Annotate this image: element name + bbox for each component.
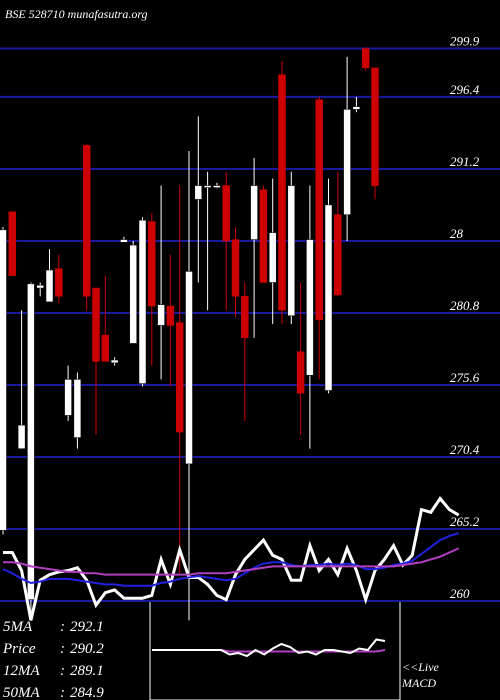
candle-body [334, 214, 342, 296]
stat-value: 284.9 [70, 685, 104, 700]
stat-sep: : [60, 663, 65, 679]
candle-body [166, 305, 175, 326]
candle-body [343, 109, 351, 215]
candle-body [27, 283, 35, 600]
stat-label: 5MA [3, 619, 33, 635]
y-tick-label: 260 [450, 586, 470, 601]
y-tick-label: 265.2 [450, 514, 480, 529]
candle-body [157, 304, 165, 326]
candle-body [352, 106, 361, 110]
candle-body [222, 185, 230, 242]
candle-body [120, 239, 128, 243]
candle-body [82, 145, 91, 297]
grid [0, 47, 500, 602]
macd-line [152, 638, 386, 658]
stat-sep: : [60, 619, 65, 635]
candle-body [241, 296, 249, 339]
y-tick-label: 275.6 [450, 370, 480, 385]
y-tick-label: 280.8 [450, 298, 480, 313]
stat-label: Price [2, 641, 36, 657]
stat-sep: : [60, 685, 65, 700]
stat-value: 292.1 [70, 619, 104, 635]
y-tick-label: 299.9 [450, 33, 480, 48]
candle-body [259, 189, 268, 283]
candle-body [17, 424, 26, 449]
candle-body [194, 185, 203, 200]
candle-body [55, 268, 63, 297]
candle-body [101, 334, 110, 362]
candles [0, 47, 379, 621]
stat-sep: : [60, 641, 65, 657]
indicator-line [2, 532, 459, 587]
stat-label: 50MA [3, 685, 40, 700]
candle-body [148, 221, 156, 307]
candle-body [92, 287, 100, 362]
indicator-line [3, 496, 460, 621]
chart-title: BSE 528710 munafasutra.org [5, 7, 148, 21]
y-tick-label: 28 [450, 226, 464, 241]
candle-body [278, 74, 286, 311]
candle-body [268, 232, 277, 283]
candle-body [250, 185, 258, 240]
stat-value: 289.1 [70, 663, 104, 679]
y-tick-label: 296.4 [450, 82, 480, 97]
stat-value: 290.2 [70, 641, 104, 657]
indicator-lines [2, 496, 460, 621]
y-tick-label: 270.4 [450, 442, 480, 457]
candle-body [306, 239, 314, 376]
candle-body [296, 351, 305, 394]
candle-body [0, 229, 7, 531]
candle-body [64, 379, 72, 416]
macd-label: MACD [401, 676, 436, 690]
candle-body [213, 185, 221, 188]
indicator-line [3, 547, 460, 576]
candle-body [324, 204, 333, 391]
y-tick-label: 291.2 [450, 154, 480, 169]
candle-body [287, 185, 296, 316]
candle-body [138, 219, 147, 384]
candle-body [8, 211, 17, 276]
candle-body [231, 239, 240, 297]
candle-body [203, 185, 212, 188]
candle-body [73, 379, 82, 438]
candle-body [129, 244, 137, 344]
candle-body [361, 48, 370, 69]
candle-body [110, 359, 119, 364]
candle-body [371, 67, 379, 186]
live-link[interactable]: <<Live [402, 660, 440, 674]
candle-body [36, 285, 44, 289]
candle-body [185, 271, 193, 465]
candle-body [315, 99, 323, 321]
candle-body [45, 269, 54, 303]
candle-body [175, 322, 184, 433]
stat-label: 12MA [3, 663, 40, 679]
